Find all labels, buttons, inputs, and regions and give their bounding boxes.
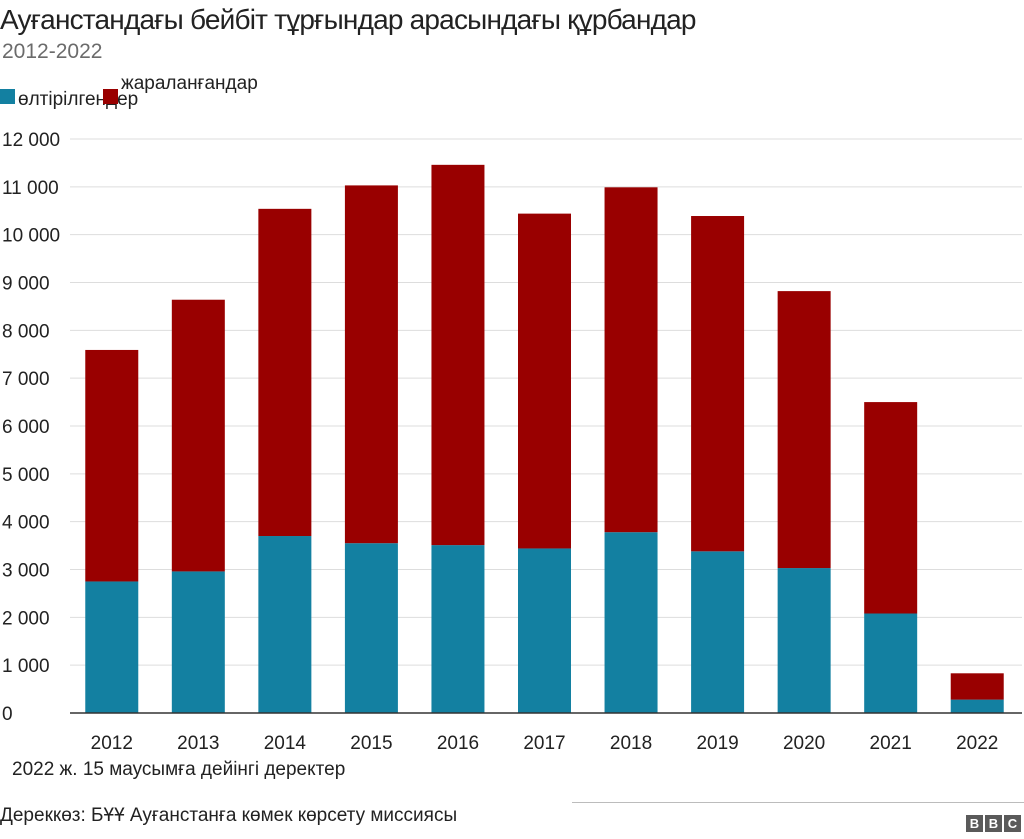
- bar-segment-killed: [344, 543, 398, 713]
- y-tick-label: 9 000: [2, 274, 50, 295]
- bar-segment-killed: [604, 532, 658, 713]
- x-tick-label: 2021: [870, 733, 912, 754]
- bar-segment-killed: [777, 568, 831, 713]
- bbc-logo-letter: B: [985, 815, 1002, 832]
- legend-swatch-killed: [0, 89, 15, 104]
- bbc-logo-letter: C: [1004, 815, 1021, 832]
- y-tick-label: 1 000: [2, 656, 50, 677]
- bar-segment-killed: [864, 613, 918, 713]
- footer-divider: [572, 802, 1024, 803]
- y-tick-label: 2 000: [2, 608, 50, 629]
- y-tick-label: 5 000: [2, 465, 50, 486]
- bar-segment-injured: [777, 291, 831, 569]
- x-tick-label: 2012: [91, 733, 133, 754]
- chart-subtitle: 2012-2022: [2, 40, 103, 63]
- y-tick-label: 12 000: [2, 130, 60, 151]
- legend-label-injured: жараланғандар: [121, 73, 258, 94]
- y-tick-label: 6 000: [2, 417, 50, 438]
- bar-segment-injured: [691, 216, 745, 552]
- bar-segment-injured: [344, 185, 398, 544]
- bar-segment-injured: [518, 213, 571, 549]
- x-tick-label: 2015: [350, 733, 392, 754]
- y-tick-label: 3 000: [2, 561, 50, 582]
- bar-segment-injured: [431, 164, 485, 546]
- x-tick-label: 2016: [437, 733, 479, 754]
- y-tick-label: 11 000: [2, 178, 59, 199]
- bar-segment-injured: [604, 187, 658, 533]
- source-note: Дереккөз: БҰҰ Ауғанстанға көмек көрсету …: [0, 805, 458, 826]
- x-tick-label: 2018: [610, 733, 652, 754]
- x-tick-label: 2022: [956, 733, 998, 754]
- bar-segment-injured: [85, 349, 139, 582]
- y-tick-label: 7 000: [2, 369, 50, 390]
- x-tick-label: 2017: [523, 733, 565, 754]
- bbc-logo-letter: B: [966, 815, 983, 832]
- x-tick-label: 2013: [177, 733, 219, 754]
- x-tick-label: 2019: [696, 733, 738, 754]
- bar-segment-killed: [518, 548, 571, 713]
- bar-segment-injured: [258, 208, 312, 537]
- y-tick-label: 4 000: [2, 513, 50, 534]
- legend-swatch-injured: [103, 89, 118, 104]
- y-tick-label: 10 000: [2, 226, 60, 247]
- bar-segment-injured: [950, 673, 1004, 700]
- x-tick-label: 2014: [264, 733, 307, 754]
- bar-segment-killed: [431, 545, 485, 713]
- data-note: 2022 ж. 15 маусымға дейінгі деректер: [12, 759, 346, 780]
- bar-segment-injured: [171, 299, 225, 572]
- bar-segment-killed: [950, 699, 1004, 713]
- bar-segment-injured: [864, 402, 918, 614]
- bar-segment-killed: [258, 536, 312, 713]
- bar-segment-killed: [691, 551, 745, 713]
- bar-segment-killed: [171, 571, 225, 713]
- chart-title: Ауғанстандағы бейбіт тұрғындар арасындағ…: [0, 4, 697, 35]
- bbc-logo: B B C: [966, 815, 1021, 832]
- y-tick-label: 0: [2, 704, 13, 725]
- x-tick-label: 2020: [783, 733, 825, 754]
- bar-chart: 0 1 000 2 000 3 000 4 000 5 000 6 000 7 000 8 00…: [2, 130, 1022, 754]
- bar-segment-killed: [85, 581, 139, 713]
- y-tick-label: 8 000: [2, 321, 50, 342]
